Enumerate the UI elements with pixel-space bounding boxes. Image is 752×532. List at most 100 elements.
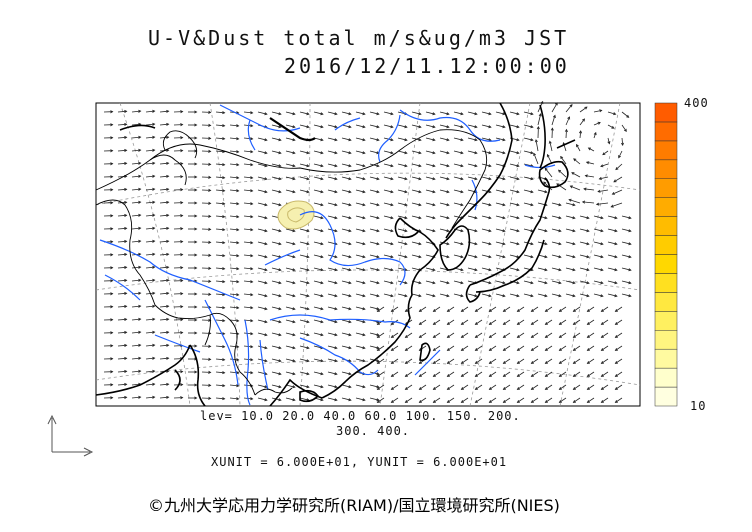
- wind-arrow: [355, 176, 365, 180]
- wind-arrow: [313, 332, 323, 336]
- wind-arrow-head: [376, 190, 380, 194]
- wind-arrow-head: [446, 125, 450, 129]
- wind-arrow: [355, 254, 365, 258]
- wind-arrow: [131, 201, 141, 204]
- wind-arrow-head: [474, 229, 478, 233]
- wind-arrow-head: [418, 138, 422, 142]
- wind-arrow: [243, 293, 253, 296]
- wind-arrow: [447, 397, 455, 403]
- wind-arrow-head: [236, 150, 240, 154]
- wind-arrow-head: [376, 374, 380, 377]
- wind-arrow-head: [208, 344, 212, 348]
- wind-arrow-head: [208, 396, 212, 400]
- wind-arrow-head: [572, 348, 576, 351]
- wind-arrow-head: [593, 131, 597, 136]
- wind-arrow-head: [404, 177, 408, 181]
- wind-arrow: [397, 150, 407, 154]
- wind-arrow-head: [278, 268, 282, 272]
- wind-arrow: [341, 228, 351, 232]
- wind-arrow-head: [194, 266, 198, 270]
- wind-arrow-head: [446, 294, 450, 298]
- wind-arrow-head: [597, 121, 601, 125]
- wind-arrow: [425, 215, 435, 219]
- wind-arrow-head: [474, 242, 478, 246]
- wind-arrow: [523, 215, 533, 219]
- wind-arrow-head: [626, 114, 630, 118]
- wind-arrow-head: [530, 348, 534, 351]
- wind-arrow-head: [474, 138, 478, 142]
- wind-arrow-head: [502, 177, 506, 181]
- wind-arrow: [229, 280, 239, 283]
- wind-arrow: [257, 306, 267, 310]
- wind-arrow-head: [292, 359, 296, 363]
- wind-arrow-head: [544, 294, 548, 298]
- wind-arrow-head: [586, 374, 590, 377]
- wind-arrow: [145, 188, 155, 191]
- wind-arrow: [355, 319, 365, 323]
- wind-arrow: [612, 189, 623, 195]
- wind-arrow: [537, 267, 547, 271]
- wind-arrow: [585, 175, 595, 178]
- wind-arrow: [159, 188, 169, 191]
- wind-arrow-head: [138, 304, 142, 308]
- wind-arrow: [299, 345, 309, 349]
- wind-arrow-head: [166, 317, 170, 321]
- wind-arrow: [461, 397, 469, 403]
- wind-arrow: [391, 371, 399, 377]
- wind-arrow-head: [362, 138, 366, 142]
- wind-arrow-head: [554, 102, 558, 106]
- wind-arrow: [601, 371, 609, 377]
- wind-arrow-head: [264, 307, 268, 311]
- wind-arrow: [355, 345, 365, 349]
- wind-arrow-head: [166, 330, 170, 334]
- wind-arrow: [215, 371, 225, 374]
- wind-arrow: [257, 176, 267, 180]
- wind-arrow: [215, 254, 225, 257]
- wind-arrow-head: [250, 319, 254, 323]
- wind-arrow: [579, 228, 589, 232]
- wind-arrow: [503, 319, 511, 325]
- wind-arrow: [299, 332, 309, 336]
- wind-arrow-head: [152, 265, 156, 269]
- wind-arrow: [369, 345, 379, 349]
- wind-arrow: [587, 345, 595, 351]
- wind-arrow-head: [306, 112, 310, 116]
- wind-arrow: [607, 293, 617, 297]
- wind-arrow-head: [610, 204, 614, 208]
- wind-arrow-head: [166, 174, 170, 178]
- wind-arrow: [271, 137, 281, 141]
- wind-arrow-head: [488, 138, 492, 142]
- wind-arrow-head: [264, 190, 268, 194]
- wind-arrow: [313, 137, 323, 141]
- wind-arrow-head: [572, 203, 576, 207]
- wind-arrow-head: [418, 374, 422, 377]
- wind-arrow-head: [611, 191, 615, 195]
- wind-arrow: [559, 384, 567, 390]
- wind-arrow: [243, 176, 253, 179]
- wind-arrow: [243, 163, 253, 166]
- wind-arrow-head: [250, 241, 254, 245]
- wind-arrow-head: [348, 385, 352, 389]
- wind-arrow: [411, 150, 421, 154]
- wind-arrow-head: [599, 109, 603, 113]
- wind-arrow-head: [586, 322, 590, 325]
- wind-arrow-head: [502, 190, 506, 194]
- wind-arrow-head: [614, 348, 618, 351]
- wind-arrow: [489, 384, 497, 390]
- wind-arrow: [523, 150, 533, 154]
- wind-arrow-head: [292, 177, 296, 181]
- wind-arrow: [481, 176, 491, 180]
- wind-arrow-head: [264, 294, 268, 298]
- wind-arrow-head: [110, 214, 114, 218]
- wind-arrow: [369, 124, 379, 128]
- wind-arrow-head: [446, 374, 450, 377]
- wind-arrow: [215, 280, 225, 283]
- wind-arrow-head: [390, 255, 394, 259]
- wind-arrow-head: [600, 374, 604, 377]
- wind-arrow-head: [362, 281, 366, 285]
- wind-arrow-head: [558, 374, 562, 377]
- wind-arrow-head: [320, 203, 324, 207]
- wind-arrow-head: [194, 201, 198, 205]
- wind-arrow-head: [516, 203, 520, 207]
- wind-arrow-head: [306, 346, 310, 350]
